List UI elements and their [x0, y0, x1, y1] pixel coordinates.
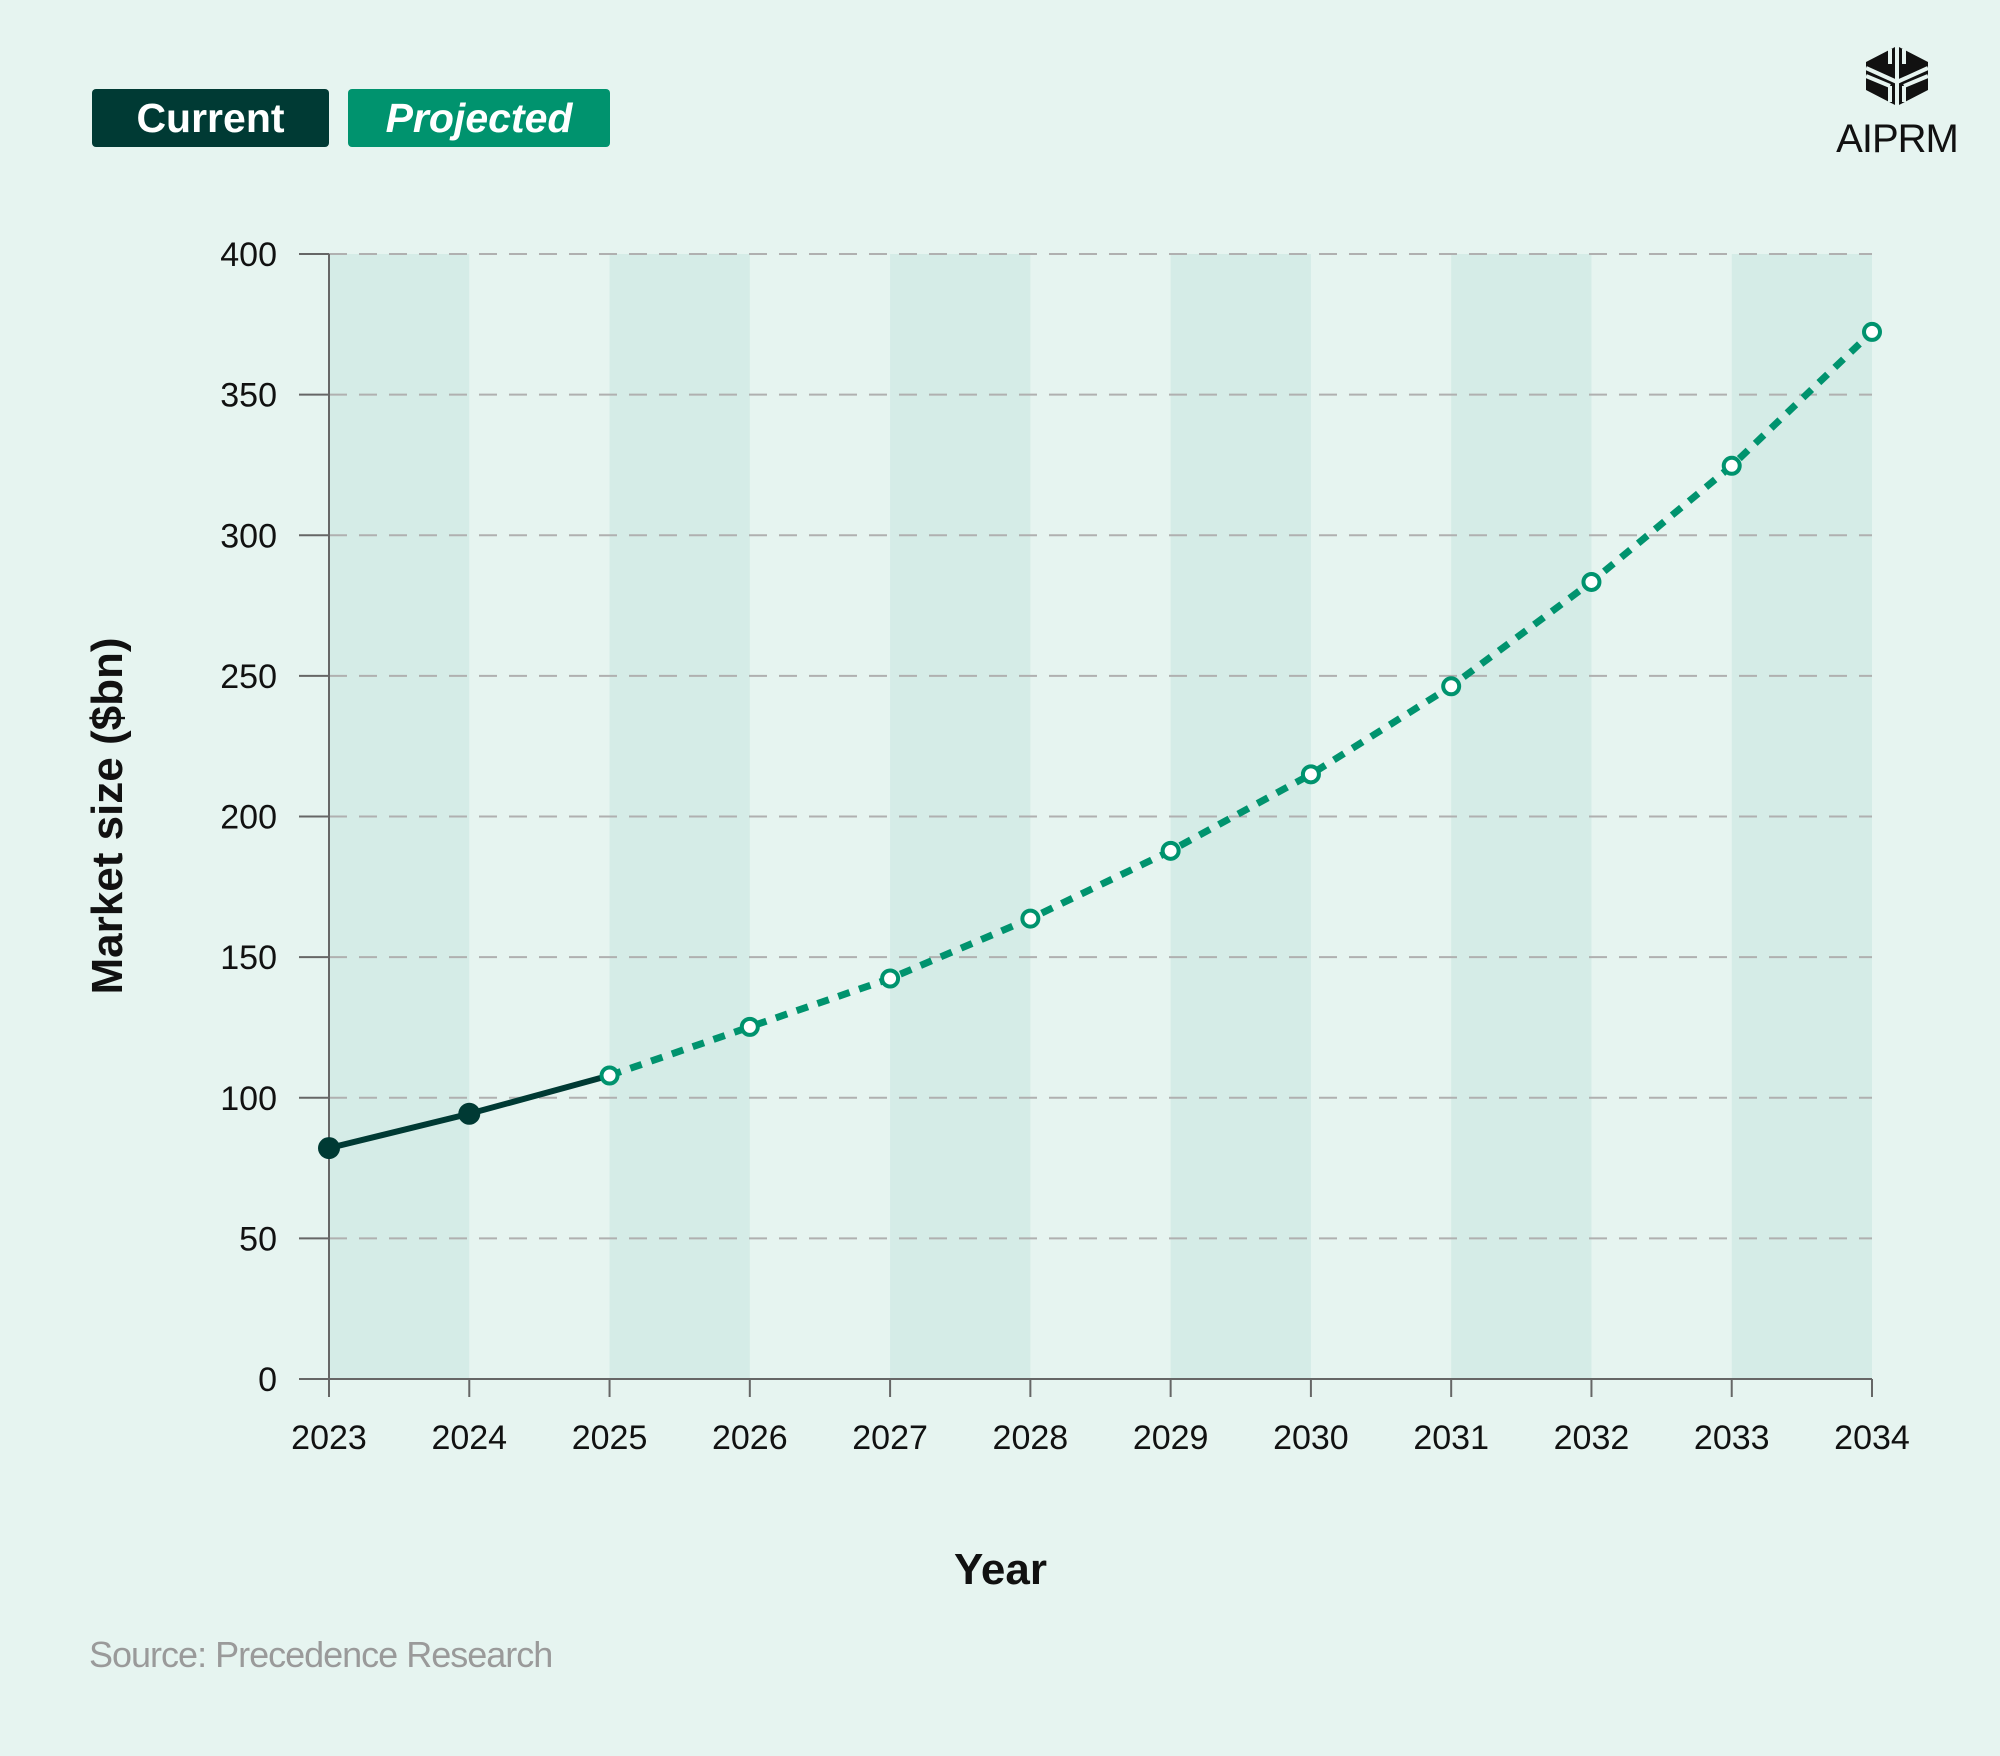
data-point-projected-2031: [1441, 676, 1462, 697]
x-tick-label: 2026: [712, 1419, 788, 1457]
x-tick-label: 2031: [1413, 1419, 1489, 1457]
y-tick-label: 350: [220, 377, 277, 415]
y-tick-label: 300: [220, 517, 277, 555]
data-point-projected-2029: [1160, 840, 1181, 861]
y-axis-title: Market size ($bn): [83, 638, 132, 995]
logo-text: AIPRM: [1836, 117, 1959, 161]
x-tick-label: 2025: [572, 1419, 648, 1457]
data-point-projected-2030: [1300, 764, 1321, 785]
y-tick-label: 50: [239, 1220, 277, 1258]
y-tick-label: 200: [220, 799, 277, 837]
aiprm-logo: AIPRM: [1830, 44, 1964, 162]
y-tick-label: 150: [220, 939, 277, 977]
x-tick-label: 2029: [1133, 1419, 1209, 1457]
data-point-projected-2025: [599, 1065, 620, 1086]
data-point-projected-2028: [1020, 908, 1041, 929]
y-tick-label: 250: [220, 658, 277, 696]
series-line-projected: [608, 329, 1875, 1079]
x-tick-label: 2033: [1694, 1419, 1770, 1457]
x-tick-label: 2034: [1834, 1419, 1910, 1457]
data-point-projected-2032: [1581, 571, 1602, 592]
x-tick-label: 2028: [993, 1419, 1069, 1457]
x-tick-label: 2032: [1554, 1419, 1630, 1457]
data-point-projected-2033: [1721, 455, 1742, 476]
data-point-projected-2034: [1862, 321, 1882, 342]
x-axis-title: Year: [954, 1545, 1047, 1594]
y-tick-label: 100: [220, 1080, 277, 1118]
data-point-projected-2026: [739, 1016, 760, 1037]
data-point-projected-2027: [880, 968, 901, 989]
x-tick-label: 2024: [431, 1419, 507, 1457]
legend-projected: Projected: [348, 89, 610, 147]
data-point-current-2023: [318, 1137, 340, 1160]
source-note: Source: Precedence Research: [89, 1634, 553, 1675]
x-tick-label: 2027: [852, 1419, 928, 1457]
logo-cube-icon: [1865, 46, 1929, 106]
y-tick-label: 400: [220, 236, 277, 274]
x-tick-label: 2023: [291, 1419, 367, 1457]
legend-current: Current: [92, 89, 329, 147]
x-tick-label: 2030: [1273, 1419, 1349, 1457]
data-point-current-2024: [458, 1102, 481, 1125]
y-tick-label: 0: [258, 1361, 277, 1399]
